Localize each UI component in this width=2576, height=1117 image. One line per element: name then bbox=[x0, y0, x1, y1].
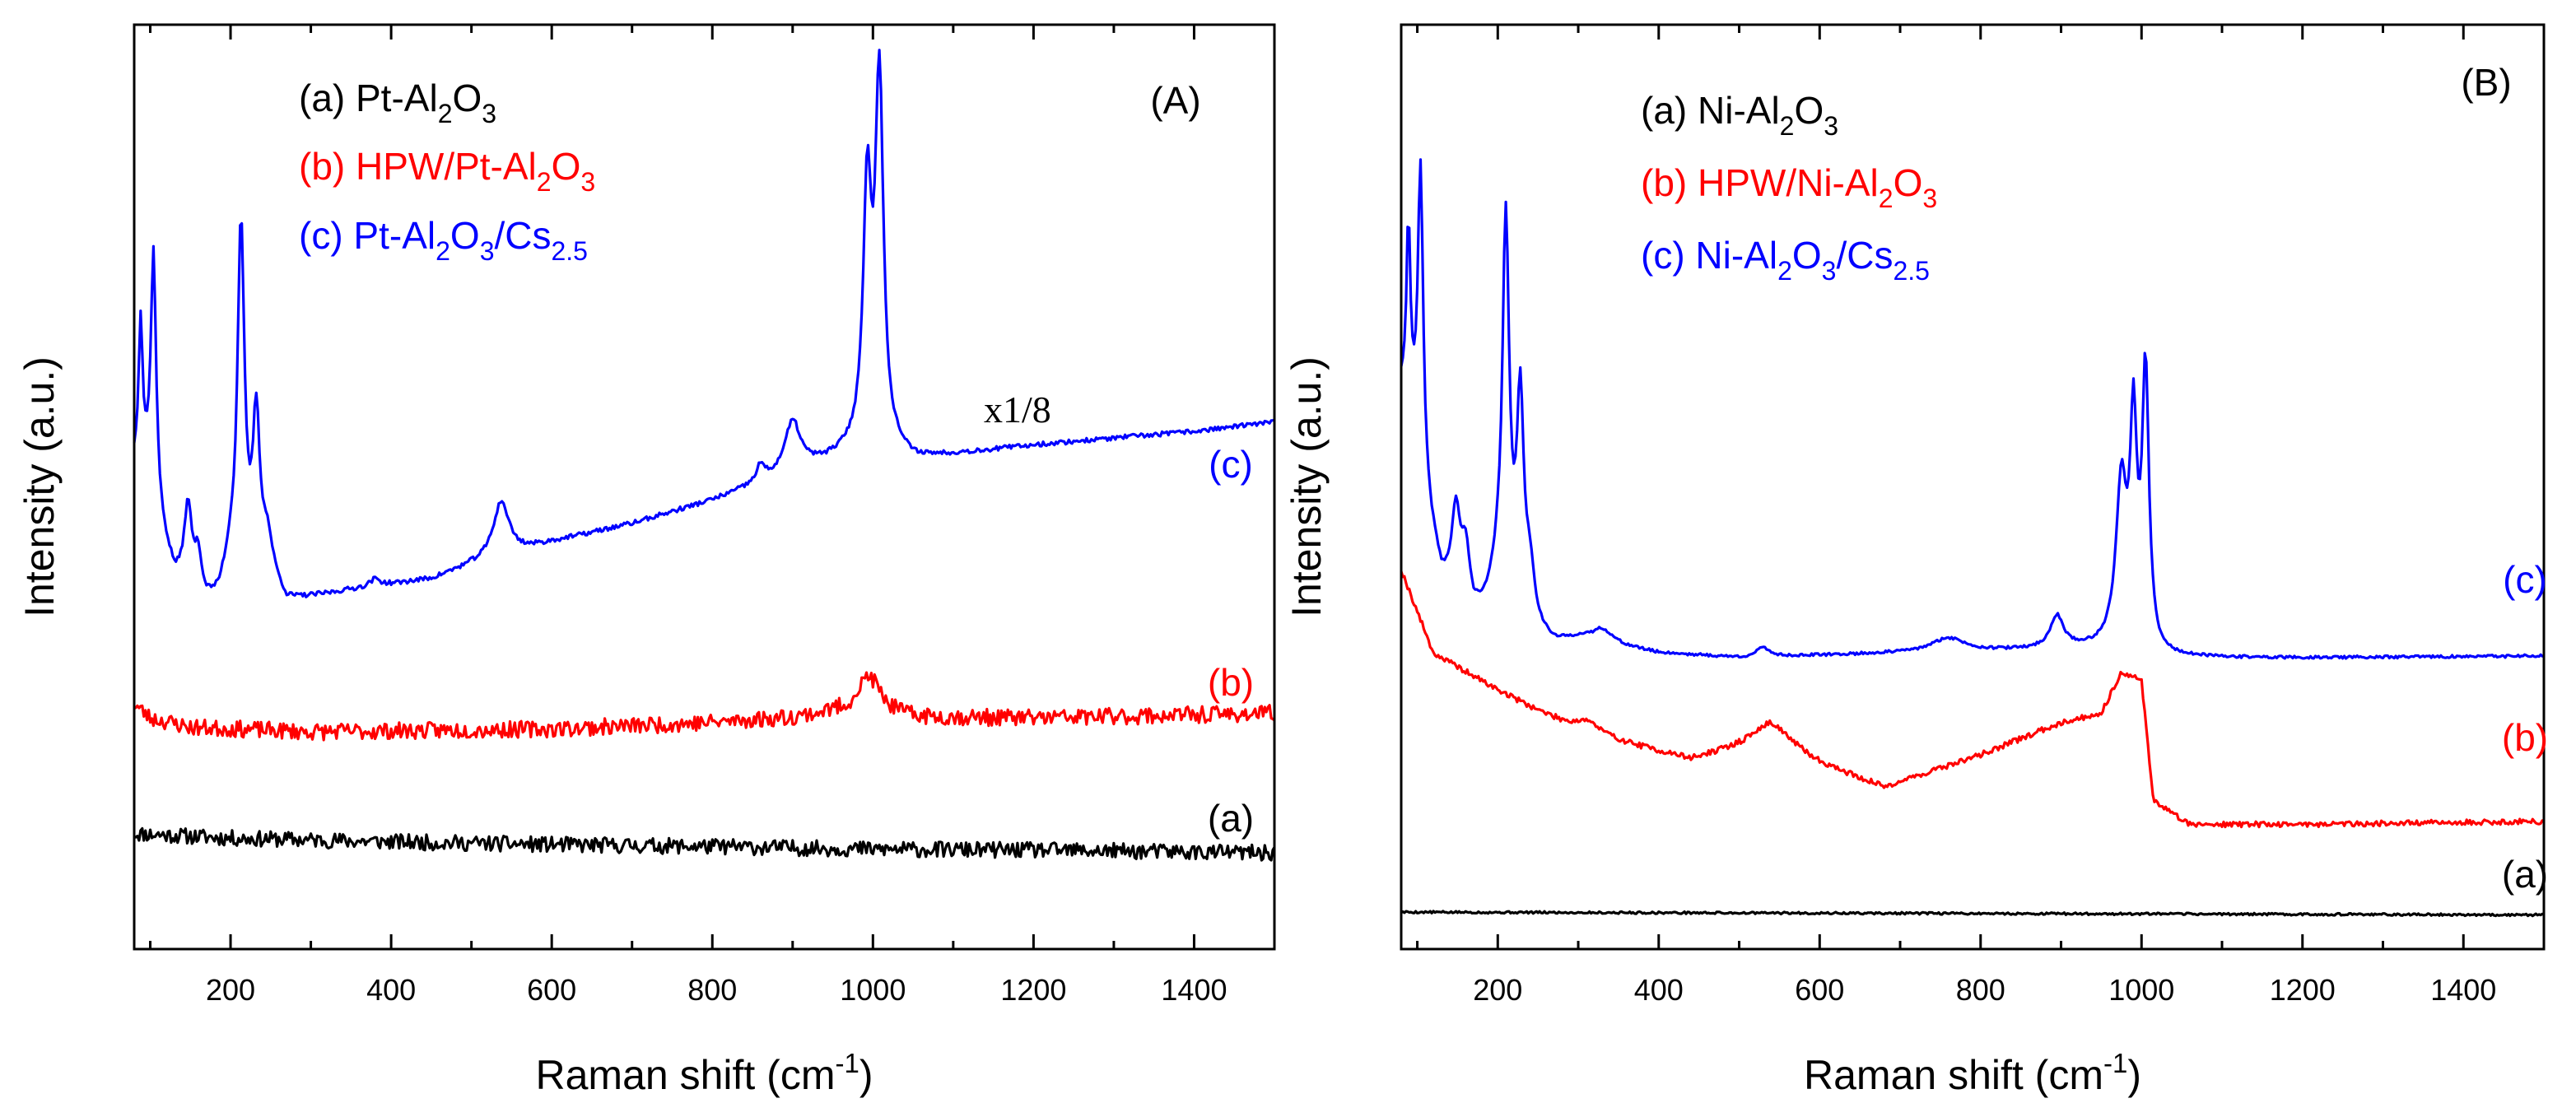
x-tick-label: 800 bbox=[687, 973, 737, 1007]
series-label-a: (a) bbox=[1208, 797, 1254, 840]
series-label-b: (b) bbox=[1208, 661, 1254, 704]
series-line-b bbox=[1400, 570, 2545, 829]
legend-entry-c: (c) Pt-Al2O3/Cs2.5 bbox=[299, 214, 588, 266]
plot-frame bbox=[1400, 23, 2546, 951]
y-axis-label: Intensity (a.u.) bbox=[1283, 356, 1330, 617]
series-label-c: (c) bbox=[2503, 558, 2547, 601]
x-tick-label: 200 bbox=[1473, 973, 1522, 1007]
series-line-a bbox=[1400, 910, 2545, 918]
panel-label: (B) bbox=[2461, 61, 2511, 104]
x-tick-label: 1000 bbox=[2108, 973, 2174, 1007]
legend-entry-a: (a) Ni-Al2O3 bbox=[1641, 89, 1838, 141]
series-line-c bbox=[133, 49, 1275, 598]
x-axis-label: Raman shift (cm-1) bbox=[1804, 1048, 2141, 1098]
scale-annotation: x1/8 bbox=[984, 389, 1051, 431]
series-label-b: (b) bbox=[2502, 716, 2548, 759]
x-tick-label: 600 bbox=[1795, 973, 1844, 1007]
x-tick-label: 800 bbox=[1956, 973, 2005, 1007]
legend-entry-b: (b) HPW/Pt-Al2O3 bbox=[299, 145, 595, 197]
x-tick-label: 200 bbox=[206, 973, 255, 1007]
plot-frame bbox=[133, 23, 1276, 951]
legend-entry-c: (c) Ni-Al2O3/Cs2.5 bbox=[1641, 234, 1930, 286]
chart-panel-b: 200 400 600 800 1000 1200 1400 Raman shift (cm-… bbox=[1283, 23, 2548, 1098]
x-tick-label: 1200 bbox=[1000, 973, 1066, 1007]
x-tick-label: 1400 bbox=[1161, 973, 1227, 1007]
series-label-a: (a) bbox=[2502, 853, 2548, 896]
legend-entry-b: (b) HPW/Ni-Al2O3 bbox=[1641, 161, 1937, 213]
legend-entry-a: (a) Pt-Al2O3 bbox=[299, 77, 496, 128]
y-axis-label: Intensity (a.u.) bbox=[16, 356, 63, 617]
series-line-c bbox=[1400, 158, 2544, 660]
x-tick-label: 1200 bbox=[2270, 973, 2336, 1007]
x-tick-label: 400 bbox=[1634, 973, 1684, 1007]
series-line-a bbox=[133, 826, 1276, 862]
x-tick-label: 1400 bbox=[2430, 973, 2496, 1007]
series-line-b bbox=[133, 671, 1276, 742]
x-tick-label: 1000 bbox=[840, 973, 906, 1007]
x-axis-label: Raman shift (cm-1) bbox=[536, 1048, 873, 1098]
x-tick-label: 400 bbox=[366, 973, 416, 1007]
x-tick-label: 600 bbox=[527, 973, 576, 1007]
panel-label: (A) bbox=[1150, 79, 1200, 122]
chart-panel-a: 200 400 600 800 1000 1200 1400 Raman shift (cm-… bbox=[16, 23, 1276, 1098]
series-label-c: (c) bbox=[1209, 443, 1253, 486]
